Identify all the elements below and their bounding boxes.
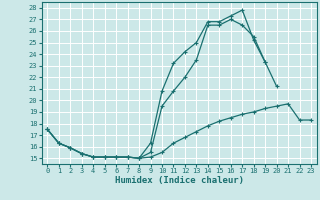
X-axis label: Humidex (Indice chaleur): Humidex (Indice chaleur) (115, 176, 244, 185)
